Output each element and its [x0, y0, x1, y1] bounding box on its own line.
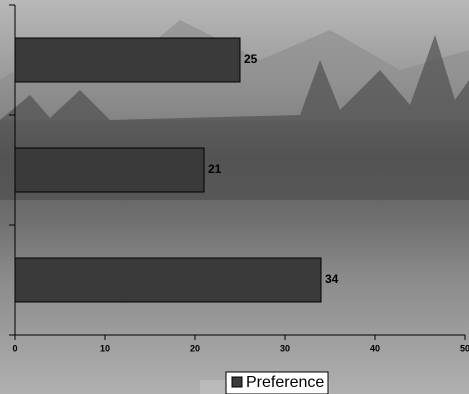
legend: Preference [226, 372, 328, 394]
x-tick-label: 0 [12, 343, 17, 353]
legend-label: Preference [246, 374, 324, 391]
value-label: 25 [244, 52, 258, 66]
bar [15, 38, 240, 82]
bar [15, 148, 204, 192]
chart: 0 10 20 30 40 50 25 21 34 Preference [0, 0, 469, 394]
x-tick-label: 40 [370, 343, 380, 353]
value-label: 34 [325, 272, 339, 286]
x-tick-label: 10 [100, 343, 110, 353]
legend-swatch [232, 377, 242, 387]
value-label: 21 [208, 162, 222, 176]
page: {"chart_data": {"type": "bar", "orientat… [0, 0, 469, 394]
x-tick-label: 30 [280, 343, 290, 353]
x-tick-label: 20 [190, 343, 200, 353]
bar [15, 258, 321, 302]
x-tick-label: 50 [460, 343, 469, 353]
